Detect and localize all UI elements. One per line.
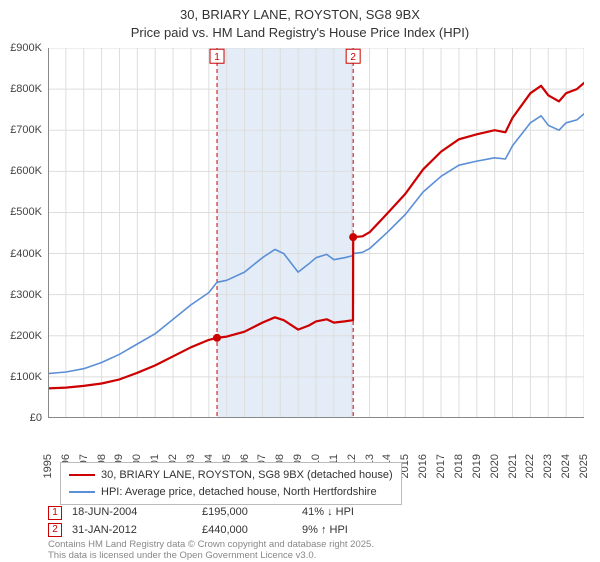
sale-marker: 2: [48, 523, 62, 537]
x-tick-label: 2017: [435, 454, 447, 478]
y-tick-label: £700K: [10, 124, 42, 136]
x-tick-label: 1995: [42, 454, 54, 478]
y-tick-label: £300K: [10, 289, 42, 301]
legend-item: 30, BRIARY LANE, ROYSTON, SG8 9BX (detac…: [69, 467, 393, 484]
x-tick-label: 2020: [489, 454, 501, 478]
plot-area: 12: [48, 48, 584, 418]
title-subtitle: Price paid vs. HM Land Registry's House …: [0, 24, 600, 42]
sale-date: 31-JAN-2012: [72, 522, 192, 540]
legend: 30, BRIARY LANE, ROYSTON, SG8 9BX (detac…: [60, 462, 402, 505]
y-tick-label: £200K: [10, 330, 42, 342]
x-tick-label: 2016: [417, 454, 429, 478]
legend-swatch: [69, 491, 95, 493]
legend-label: 30, BRIARY LANE, ROYSTON, SG8 9BX (detac…: [101, 467, 393, 484]
sale-row: 1 18-JUN-2004 £195,000 41% ↓ HPI: [48, 504, 584, 522]
x-axis: 1995199619971998199920002001200220032004…: [48, 420, 584, 460]
x-tick-label: 2019: [471, 454, 483, 478]
y-tick-label: £400K: [10, 248, 42, 260]
y-axis: £0£100K£200K£300K£400K£500K£600K£700K£80…: [0, 48, 46, 418]
sale-pct: 9% ↑ HPI: [302, 522, 392, 540]
sale-marker: 1: [48, 506, 62, 520]
x-tick-label: 2021: [507, 454, 519, 478]
footnote-line2: This data is licensed under the Open Gov…: [48, 551, 374, 562]
sale-row: 2 31-JAN-2012 £440,000 9% ↑ HPI: [48, 522, 584, 540]
sales-table: 1 18-JUN-2004 £195,000 41% ↓ HPI 2 31-JAN-201…: [48, 504, 584, 539]
x-tick-label: 2025: [578, 454, 590, 478]
title-address: 30, BRIARY LANE, ROYSTON, SG8 9BX: [0, 6, 600, 24]
footnote: Contains HM Land Registry data © Crown c…: [48, 540, 374, 562]
svg-text:2: 2: [350, 52, 356, 63]
y-tick-label: £0: [30, 412, 42, 424]
svg-text:1: 1: [214, 52, 220, 63]
sale-price: £195,000: [202, 504, 292, 522]
chart-container: 30, BRIARY LANE, ROYSTON, SG8 9BX Price …: [0, 0, 600, 560]
sale-date: 18-JUN-2004: [72, 504, 192, 522]
x-tick-label: 2023: [542, 454, 554, 478]
x-tick-label: 2024: [560, 454, 572, 478]
legend-swatch: [69, 474, 95, 476]
y-tick-label: £500K: [10, 206, 42, 218]
y-tick-label: £600K: [10, 165, 42, 177]
x-tick-label: 2022: [524, 454, 536, 478]
y-tick-label: £900K: [10, 42, 42, 54]
sale-price: £440,000: [202, 522, 292, 540]
line-chart-svg: 12: [48, 48, 584, 418]
legend-item: HPI: Average price, detached house, Nort…: [69, 484, 393, 501]
legend-label: HPI: Average price, detached house, Nort…: [101, 484, 377, 501]
y-tick-label: £100K: [10, 371, 42, 383]
x-tick-label: 2018: [453, 454, 465, 478]
chart-titles: 30, BRIARY LANE, ROYSTON, SG8 9BX Price …: [0, 0, 600, 41]
sale-pct: 41% ↓ HPI: [302, 504, 392, 522]
y-tick-label: £800K: [10, 83, 42, 95]
